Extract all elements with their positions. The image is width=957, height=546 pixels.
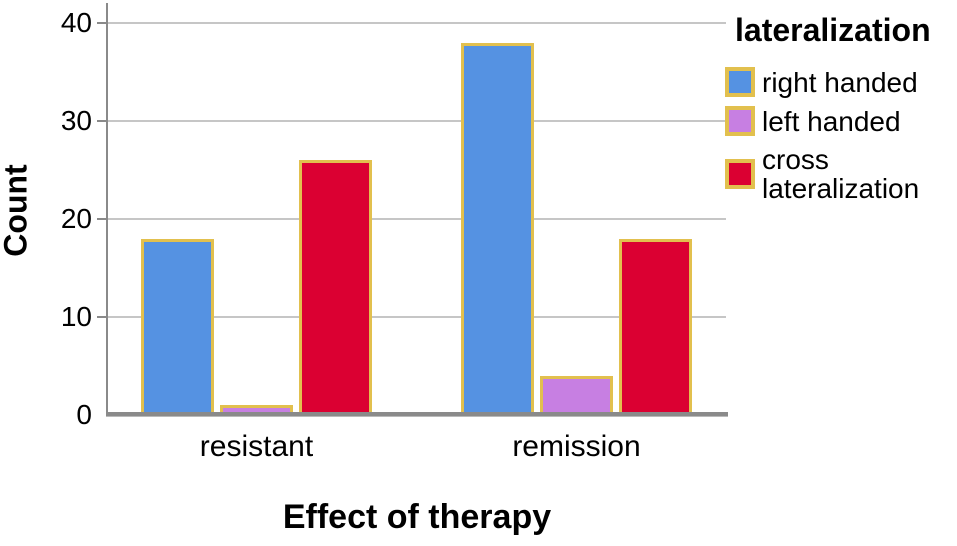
bar-resistant-cross-lateralization bbox=[299, 160, 372, 417]
y-tick-label-0: 0 bbox=[76, 399, 92, 430]
gridline-y-10 bbox=[108, 316, 726, 318]
legend-swatch-right-handed bbox=[725, 67, 755, 97]
bar-remission-right-handed bbox=[461, 43, 534, 417]
legend-label: right handed bbox=[762, 66, 918, 98]
legend-item-left-handed: left handed bbox=[725, 106, 955, 136]
legend-items: right handed left handed cross lateralizat… bbox=[725, 67, 955, 203]
x-axis-line bbox=[106, 412, 728, 417]
legend-title: lateralization bbox=[735, 12, 931, 48]
gridline-y-40 bbox=[108, 22, 726, 24]
legend-swatch-left-handed bbox=[725, 106, 755, 136]
y-tick-label-40: 40 bbox=[60, 7, 92, 38]
y-tick-label-10: 10 bbox=[60, 301, 92, 332]
y-tick-label-30: 30 bbox=[60, 105, 92, 136]
legend-label: left handed bbox=[762, 105, 901, 137]
legend-item-right-handed: right handed bbox=[725, 67, 955, 97]
legend-item-cross-lateralization: cross lateralization bbox=[725, 145, 955, 203]
y-tick-mark-30 bbox=[97, 120, 106, 122]
legend-label: cross lateralization bbox=[762, 144, 920, 204]
gridline-y-20 bbox=[108, 218, 726, 220]
bar-resistant-right-handed bbox=[141, 239, 214, 417]
legend: lateralization right handed left handed cr… bbox=[725, 12, 955, 212]
x-axis-title: Effect of therapy bbox=[282, 498, 552, 536]
x-category-label-remission: remission bbox=[512, 430, 641, 463]
y-tick-mark-10 bbox=[97, 316, 106, 318]
legend-swatch-cross-lateralization bbox=[725, 159, 755, 189]
x-category-label-resistant: resistant bbox=[199, 430, 314, 463]
gridline-y-30 bbox=[108, 120, 726, 122]
y-tick-label-20: 20 bbox=[60, 203, 92, 234]
y-tick-mark-20 bbox=[97, 218, 106, 220]
y-axis-line bbox=[106, 3, 108, 415]
bar-remission-cross-lateralization bbox=[619, 239, 692, 417]
y-tick-mark-40 bbox=[97, 22, 106, 24]
bar-remission-left-handed bbox=[540, 376, 613, 417]
